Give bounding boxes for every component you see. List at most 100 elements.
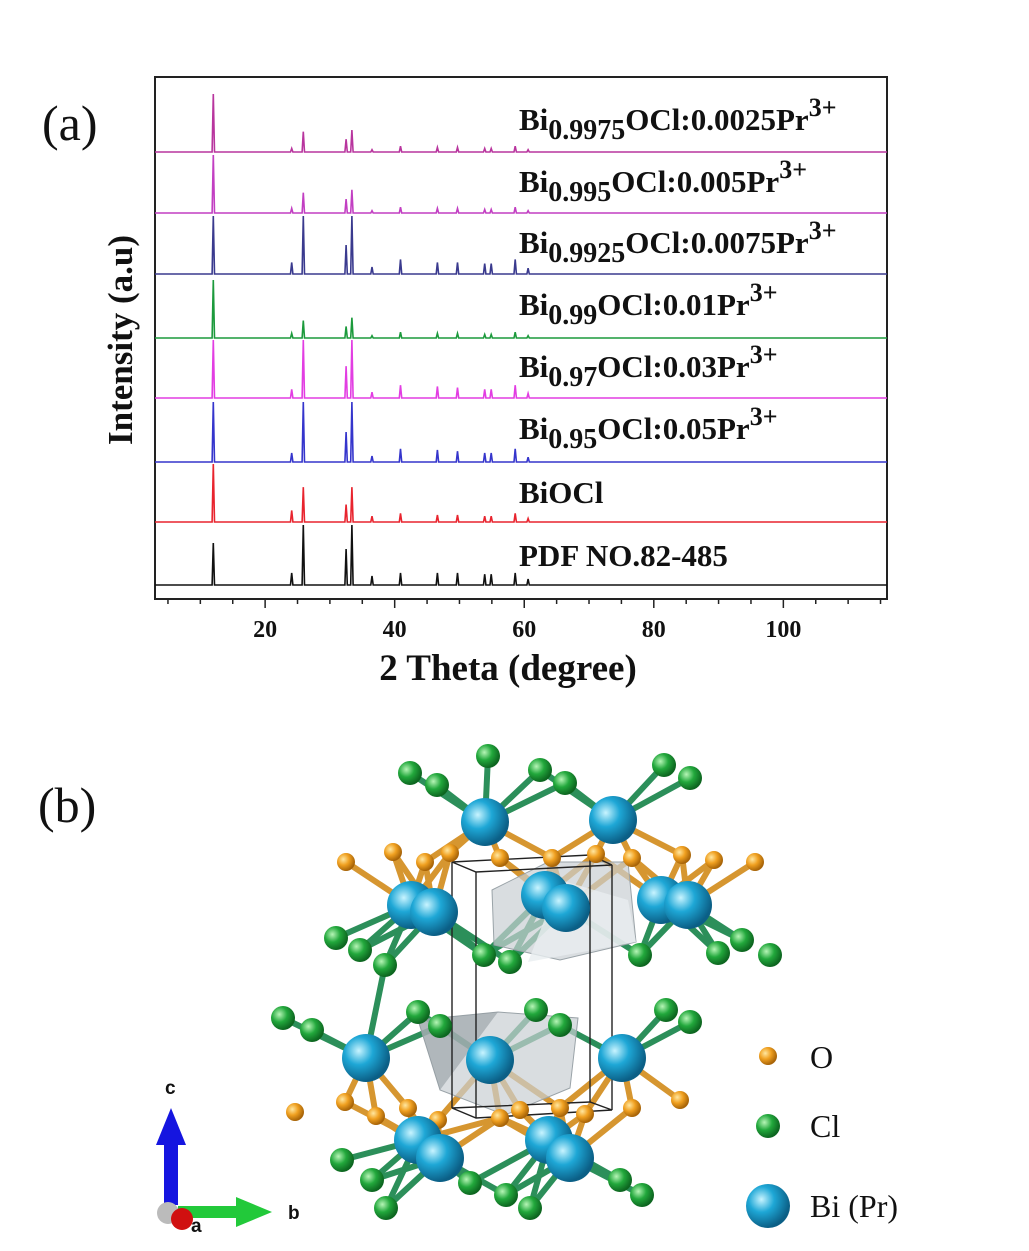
oxygen-atom — [551, 1099, 569, 1117]
series-line — [155, 279, 887, 339]
chlorine-atom — [373, 953, 397, 977]
bonds — [280, 753, 758, 1211]
series-label: Bi0.99OCl:0.01Pr3+ — [519, 278, 778, 331]
bismuth-atom — [342, 1034, 390, 1082]
oxygen-atom — [286, 1103, 304, 1121]
oxygen-atom — [384, 843, 402, 861]
bismuth-atom — [466, 1036, 514, 1084]
bismuth-atom — [664, 881, 712, 929]
series-label: Bi0.97OCl:0.03Pr3+ — [519, 340, 778, 393]
chlorine-atom — [706, 941, 730, 965]
chlorine-atom — [476, 744, 500, 768]
x-tick-label: 80 — [642, 617, 666, 643]
crystal-structure — [271, 744, 782, 1220]
oxygen-atom — [587, 845, 605, 863]
chlorine-atom — [271, 1006, 295, 1030]
bismuth-atom — [546, 1134, 594, 1182]
chlorine-atom — [654, 998, 678, 1022]
y-axis-title: Intensity (a.u) — [101, 235, 140, 445]
oxygen-atom — [746, 853, 764, 871]
chlorine-atom — [360, 1168, 384, 1192]
series-label: Bi0.9975OCl:0.0025Pr3+ — [519, 93, 837, 146]
series-line — [155, 154, 887, 214]
series-label: Bi0.9925OCl:0.0075Pr3+ — [519, 216, 837, 269]
chlorine-atom — [518, 1196, 542, 1220]
oxygen-atom — [441, 844, 459, 862]
oxygen-atom — [671, 1091, 689, 1109]
chlorine-atom — [630, 1183, 654, 1207]
chlorine-atom — [678, 1010, 702, 1034]
chlorine-atom — [758, 943, 782, 967]
chlorine-atom — [548, 1013, 572, 1037]
bismuth-atom — [542, 884, 590, 932]
series-label: Bi0.95OCl:0.05Pr3+ — [519, 402, 778, 455]
b-axis-label: b — [288, 1203, 300, 1224]
panel-b-label: (b) — [38, 777, 96, 833]
bismuth-atom — [416, 1134, 464, 1182]
legend-cl-label: Cl — [810, 1108, 840, 1144]
chlorine-atom — [528, 758, 552, 782]
legend-cl-swatch — [756, 1114, 780, 1138]
bismuth-atom — [410, 888, 458, 936]
oxygen-atom — [576, 1105, 594, 1123]
chlorine-atom — [524, 998, 548, 1022]
x-tick-label: 20 — [253, 617, 277, 643]
c-axis-label: c — [165, 1078, 176, 1099]
bismuth-atom — [598, 1034, 646, 1082]
chlorine-atom — [330, 1148, 354, 1172]
chlorine-atom — [324, 926, 348, 950]
series-line — [155, 463, 887, 523]
x-tick-label: 100 — [765, 617, 801, 643]
a-axis-label: a — [191, 1216, 202, 1237]
series-label: BiOCl — [519, 475, 604, 510]
x-axis-ticks: 20 40 60 80 100 — [167, 599, 882, 643]
series-line — [155, 524, 887, 586]
oxygen-atom — [336, 1093, 354, 1111]
chlorine-atom — [553, 771, 577, 795]
xrd-chart: Bi0.9975OCl:0.0025Pr3+ Bi0.995OCl:0.005Pr… — [101, 76, 888, 689]
chlorine-atom — [300, 1018, 324, 1042]
chlorine-atom — [428, 1014, 452, 1038]
oxygen-atom — [543, 849, 561, 867]
b-axis-arrowhead — [236, 1197, 272, 1227]
chlorine-atom — [398, 761, 422, 785]
c-axis-shaft — [164, 1140, 178, 1205]
series-line — [155, 401, 887, 463]
legend-o-swatch — [759, 1047, 777, 1065]
oxygen-atom — [511, 1101, 529, 1119]
chlorine-atom — [348, 938, 372, 962]
series-line — [155, 215, 887, 275]
series-labels: Bi0.9975OCl:0.0025Pr3+ Bi0.995OCl:0.005Pr… — [519, 93, 837, 573]
oxygen-atom — [673, 846, 691, 864]
chlorine-atom — [498, 950, 522, 974]
x-tick-label: 40 — [383, 617, 407, 643]
oxygen-atom — [491, 849, 509, 867]
legend-bi-label: Bi (Pr) — [810, 1188, 898, 1224]
legend-o-label: O — [810, 1039, 833, 1075]
series-label: Bi0.995OCl:0.005Pr3+ — [519, 155, 807, 208]
oxygen-atom — [337, 853, 355, 871]
xrd-traces — [155, 93, 887, 586]
chlorine-atom — [472, 943, 496, 967]
bismuth-atom — [461, 798, 509, 846]
oxygen-atom — [623, 849, 641, 867]
atom-legend: O Cl Bi (Pr) — [746, 1039, 898, 1228]
oxygen-atom — [399, 1099, 417, 1117]
axis-triad: c b a — [156, 1078, 300, 1237]
chlorine-atom — [406, 1000, 430, 1024]
chlorine-atom — [608, 1168, 632, 1192]
oxygen-atom — [367, 1107, 385, 1125]
x-axis-title: 2 Theta (degree) — [379, 648, 637, 689]
chlorine-atom — [494, 1183, 518, 1207]
a-axis-sphere — [171, 1208, 193, 1230]
x-tick-label: 60 — [512, 617, 536, 643]
chlorine-atom — [628, 943, 652, 967]
oxygen-atom — [491, 1109, 509, 1127]
legend-bi-swatch — [746, 1184, 790, 1228]
panel-a-label: (a) — [42, 95, 98, 151]
atoms — [271, 744, 782, 1220]
chlorine-atom — [425, 773, 449, 797]
series-line — [155, 93, 887, 153]
oxygen-atom — [416, 853, 434, 871]
